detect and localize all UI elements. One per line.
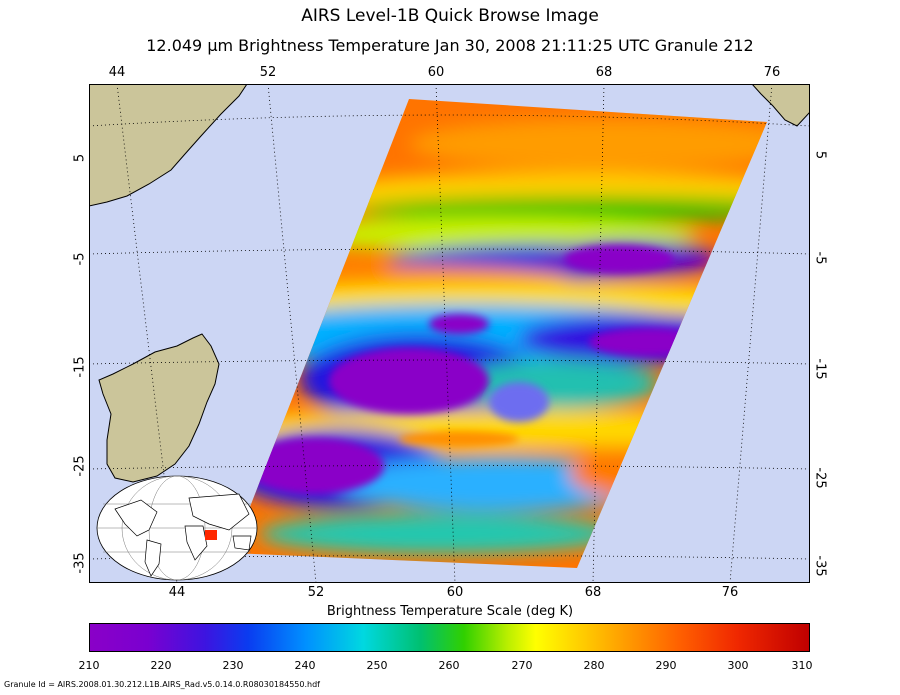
lat-label-left: -5 [72,252,88,266]
lon-label-bottom: 76 [721,585,739,600]
lat-label-right: -15 [812,358,828,380]
colorbar-tick: 290 [655,659,677,672]
lat-label-right: -25 [812,467,828,489]
lon-label-top: 60 [427,65,445,80]
land-horn-of-africa [89,84,248,207]
lon-label-top: 76 [763,65,781,80]
colorbar-tick: 310 [791,659,813,672]
land-madagascar [98,333,220,483]
lon-label-bottom: 44 [168,585,186,600]
colorbar-tick: 260 [438,659,460,672]
lon-label-top: 68 [595,65,613,80]
colorbar-tick: 250 [366,659,388,672]
lon-label-top: 44 [108,65,126,80]
lon-label-bottom: 68 [584,585,602,600]
land-india [751,84,810,127]
colorbar-title: Brightness Temperature Scale (deg K) [326,604,574,619]
page-subtitle: 12.049 μm Brightness Temperature Jan 30,… [146,36,754,55]
lat-label-left: -25 [72,455,88,477]
lon-label-bottom: 60 [446,585,464,600]
lat-label-right: -5 [812,251,828,265]
colorbar-tick: 280 [583,659,605,672]
world-locator-inset [96,475,258,581]
brightness-temperature-map [89,84,810,583]
page-title: AIRS Level-1B Quick Browse Image [301,6,599,26]
lon-label-bottom: 52 [307,585,325,600]
lat-label-left: -15 [72,356,88,378]
granule-id: Granule Id = AIRS.2008.01.30.212.L1B.AIR… [4,680,320,689]
lat-label-right: 5 [812,150,828,160]
lat-label-left: 5 [72,153,88,163]
colorbar-tick: 300 [727,659,749,672]
lat-label-right: -35 [812,555,828,577]
lat-label-left: -35 [72,552,88,574]
colorbar-tick: 230 [222,659,244,672]
colorbar-tick: 270 [511,659,533,672]
colorbar [89,623,810,652]
colorbar-tick: 240 [294,659,316,672]
colorbar-tick: 220 [150,659,172,672]
lon-label-top: 52 [259,65,277,80]
graticule [89,84,810,583]
colorbar-tick: 210 [78,659,100,672]
